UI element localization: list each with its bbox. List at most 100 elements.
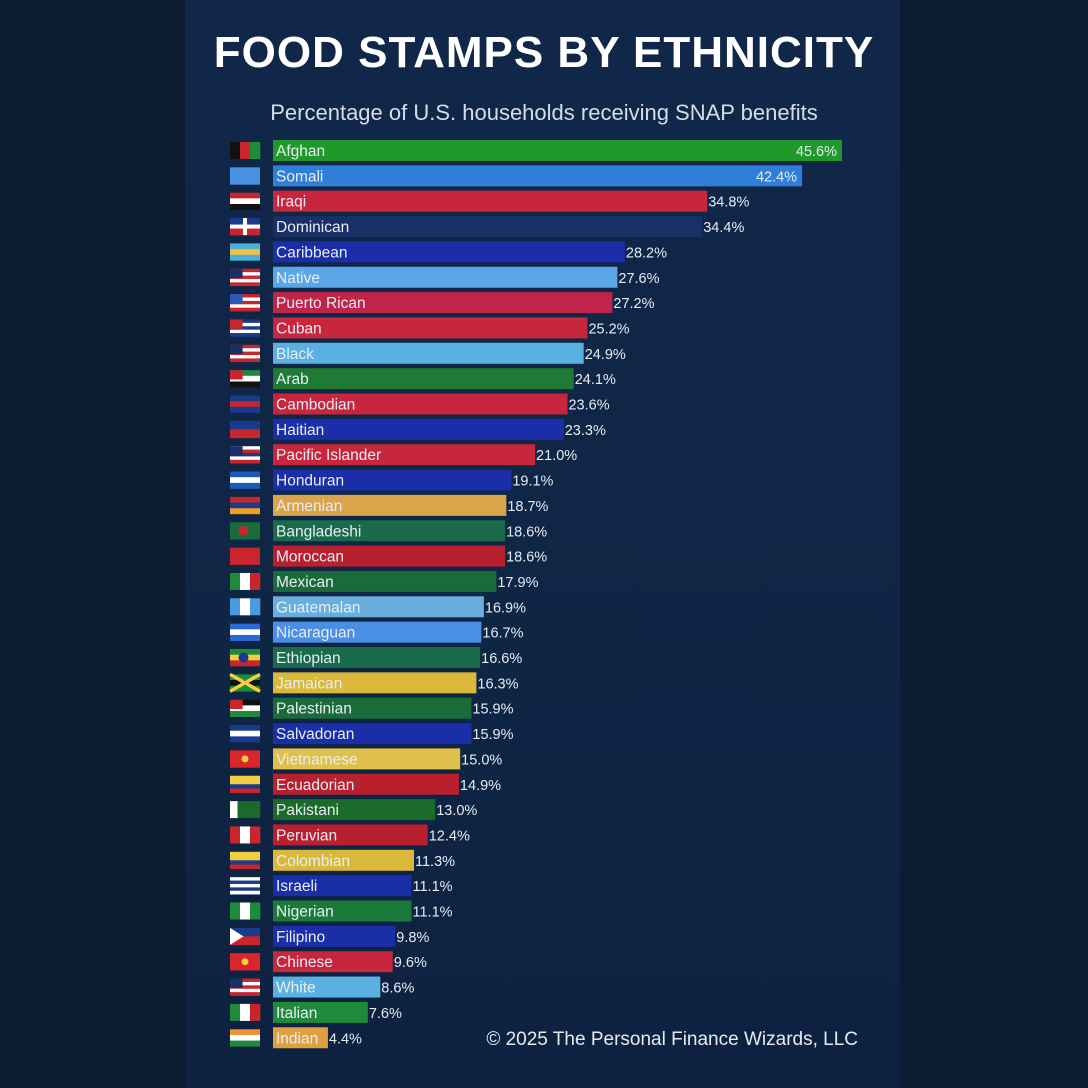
category-label-cambodian: Cambodian [276, 397, 355, 414]
value-label-black: 24.9% [585, 347, 626, 363]
value-label-cambodian: 23.6% [568, 398, 609, 414]
bar-caribbean [273, 241, 625, 263]
flag-icon-vietnamese [230, 750, 260, 768]
category-label-mexican: Mexican [276, 574, 334, 591]
chart-subtitle: Percentage of U.S. households receiving … [270, 100, 818, 125]
category-label-pacific-islander: Pacific Islander [276, 447, 381, 464]
category-label-filipino: Filipino [276, 929, 325, 946]
value-label-caribbean: 28.2% [626, 245, 667, 261]
category-label-colombian: Colombian [276, 853, 350, 870]
bar-pacific-islander [273, 444, 536, 466]
bar-black [273, 342, 584, 364]
bar-puerto-rican [273, 292, 613, 314]
flag-icon-afghan [230, 142, 261, 159]
bar-ecuadorian [273, 773, 459, 795]
flag-icon-colombian [230, 851, 260, 870]
value-label-white: 8.6% [381, 981, 414, 997]
category-label-somali: Somali [276, 168, 323, 185]
value-label-ecuadorian: 14.9% [460, 778, 501, 794]
value-label-armenian: 18.7% [507, 499, 548, 515]
bar-guatemalan [273, 596, 484, 618]
flag-icon-israeli [230, 877, 260, 895]
flag-icon-somali [230, 167, 260, 185]
category-label-palestinian: Palestinian [276, 701, 352, 718]
flag-icon-indian [230, 1029, 260, 1047]
bar-honduran [273, 469, 512, 491]
value-label-pacific-islander: 21.0% [536, 448, 577, 464]
category-label-cuban: Cuban [276, 320, 322, 337]
category-label-nicaraguan: Nicaraguan [276, 625, 355, 642]
bar-israeli [273, 875, 412, 897]
flag-icon-guatemalan [230, 598, 261, 616]
bar-pakistani [273, 799, 436, 821]
category-label-haitian: Haitian [276, 422, 324, 439]
bar-ethiopian [273, 647, 481, 668]
flag-icon-jamaican [229, 672, 261, 693]
flag-icon-arab [230, 370, 260, 388]
value-label-israeli: 11.1% [413, 879, 453, 895]
flag-icon-armenian [230, 496, 260, 515]
value-label-italian: 7.6% [369, 1006, 402, 1022]
category-label-israeli: Israeli [276, 878, 317, 895]
flag-icon-ecuadorian [230, 775, 260, 794]
flag-icon-nigerian [230, 902, 261, 920]
flag-icon-peruvian [230, 826, 261, 844]
value-label-guatemalan: 16.9% [485, 600, 526, 616]
bar-arab [273, 368, 574, 390]
bar-somali [273, 165, 803, 187]
bar-filipino [273, 925, 396, 947]
category-label-white: White [276, 980, 316, 997]
bar-moroccan [273, 545, 506, 567]
bar-cuban [273, 317, 588, 339]
category-label-arab: Arab [276, 371, 309, 388]
flag-icon-cambodian [230, 395, 260, 413]
value-label-puerto-rican: 27.2% [613, 296, 654, 312]
flag-icon-pakistani [230, 801, 261, 819]
flag-icon-native [230, 268, 260, 287]
flag-icon-puerto-rican [230, 294, 260, 312]
value-label-filipino: 9.8% [396, 930, 429, 946]
category-label-bangladeshi: Bangladeshi [276, 523, 361, 540]
flag-icon-filipino [230, 927, 260, 946]
bar-cambodian [273, 393, 568, 415]
category-label-peruvian: Peruvian [276, 827, 337, 844]
flag-icon-salvadoran [230, 725, 260, 743]
value-label-arab: 24.1% [575, 372, 616, 388]
flag-icon-bangladeshi [230, 522, 260, 540]
bar-italian [273, 1001, 368, 1023]
category-label-pakistani: Pakistani [276, 802, 339, 819]
category-label-guatemalan: Guatemalan [276, 599, 360, 616]
category-label-caribbean: Caribbean [276, 244, 348, 261]
bar-vietnamese [273, 748, 461, 770]
flag-icon-italian [230, 1003, 261, 1021]
value-label-afghan: 45.6% [796, 144, 837, 160]
bar-indian [273, 1027, 328, 1049]
value-label-vietnamese: 15.0% [461, 752, 502, 768]
value-label-iraqi: 34.8% [708, 195, 749, 211]
bar-palestinian [273, 697, 472, 719]
value-label-peruvian: 12.4% [429, 828, 470, 844]
bar-native [273, 266, 618, 288]
category-label-jamaican: Jamaican [276, 675, 342, 692]
category-label-italian: Italian [276, 1005, 317, 1022]
flag-icon-ethiopian [230, 649, 260, 667]
category-label-dominican: Dominican [276, 219, 349, 236]
category-label-ecuadorian: Ecuadorian [276, 777, 354, 794]
category-label-moroccan: Moroccan [276, 549, 344, 566]
value-label-palestinian: 15.9% [472, 702, 513, 718]
value-label-mexican: 17.9% [497, 575, 538, 591]
category-label-iraqi: Iraqi [276, 194, 306, 211]
value-label-bangladeshi: 18.6% [506, 524, 547, 540]
bar-haitian [273, 418, 564, 440]
value-label-moroccan: 18.6% [506, 550, 547, 566]
value-label-honduran: 19.1% [512, 474, 553, 490]
bar-chinese [273, 951, 393, 973]
value-label-haitian: 23.3% [565, 423, 606, 439]
flag-icon-cuban [230, 319, 260, 337]
bar-salvadoran [273, 723, 472, 745]
flag-icon-iraqi [230, 192, 260, 210]
flag-icon-dominican [230, 218, 260, 236]
value-label-somali: 42.4% [756, 169, 797, 185]
bar-peruvian [273, 824, 428, 846]
